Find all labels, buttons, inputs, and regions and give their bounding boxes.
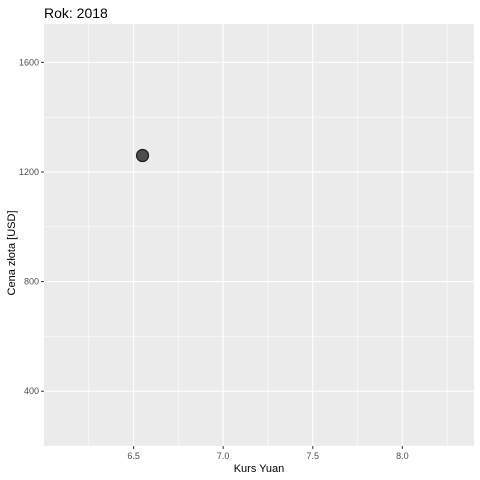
y-tick-label: 1200 <box>19 167 39 177</box>
x-axis-ticks: 6.5 7.0 7.5 8.0 <box>127 446 409 461</box>
y-tick-label: 1600 <box>19 57 39 67</box>
x-tick-label: 7.0 <box>217 451 230 461</box>
x-tick-label: 8.0 <box>396 451 409 461</box>
x-axis-title: Kurs Yuan <box>234 463 285 475</box>
y-tick-label: 800 <box>24 277 39 287</box>
y-axis-title: Cena złota [USD] <box>6 211 18 296</box>
data-point <box>135 148 150 163</box>
x-tick-label: 6.5 <box>127 451 140 461</box>
data-points <box>135 148 150 163</box>
grid-minor <box>44 24 474 447</box>
grid-major <box>44 24 474 446</box>
chart-title: Rok: 2018 <box>44 5 108 21</box>
plot-panel <box>44 24 474 446</box>
y-tick-label: 400 <box>24 386 39 396</box>
x-tick-label: 7.5 <box>306 451 319 461</box>
y-axis-ticks: 400 800 1200 1600 <box>19 57 44 396</box>
